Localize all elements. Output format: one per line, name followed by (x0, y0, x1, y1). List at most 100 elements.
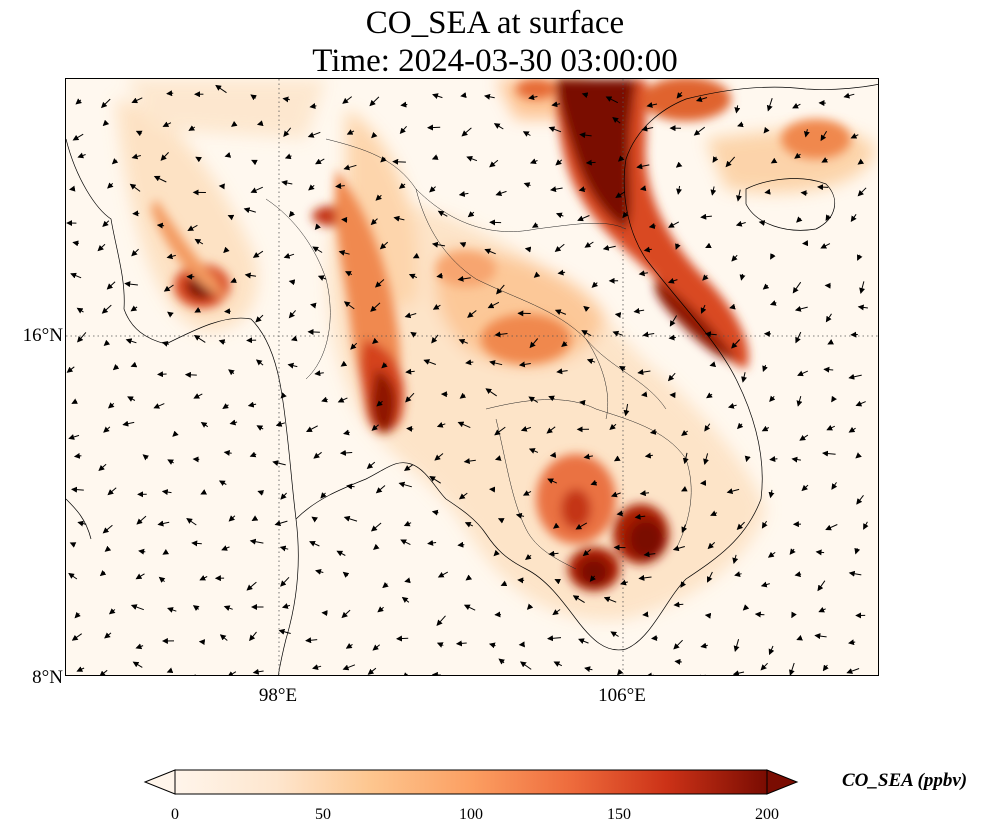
wind-arrow (75, 98, 82, 105)
wind-arrow (249, 631, 257, 642)
wind-arrow (381, 362, 388, 369)
wind-arrow (579, 399, 586, 406)
wind-arrow (754, 611, 765, 618)
wind-arrow (681, 524, 688, 534)
wind-arrow (467, 211, 475, 218)
wind-arrow (71, 486, 84, 493)
wind-arrow (76, 666, 85, 672)
wind-arrow (638, 270, 648, 277)
wind-arrow (769, 300, 777, 306)
wind-arrow (737, 422, 744, 430)
wind-arrow (826, 424, 836, 431)
wind-arrow (817, 184, 829, 191)
wind-arrow (820, 130, 828, 142)
wind-arrow (305, 637, 318, 644)
wind-arrow (130, 604, 144, 611)
wind-arrow (429, 186, 436, 193)
wind-arrow (725, 156, 736, 168)
wind-arrow (346, 129, 355, 135)
wind-arrow (279, 545, 289, 552)
wind-arrow (167, 311, 174, 318)
wind-arrow (252, 668, 264, 675)
wind-arrow (831, 395, 837, 403)
wind-arrow (817, 580, 826, 592)
wind-arrow (639, 185, 647, 192)
wind-arrow (184, 371, 197, 378)
wind-arrow (431, 334, 439, 344)
wind-arrow (682, 452, 689, 465)
wind-arrow (770, 157, 778, 164)
wind-arrow (227, 214, 235, 221)
wind-arrow (731, 339, 741, 349)
wind-arrow (855, 400, 866, 407)
wind-arrow (467, 310, 477, 318)
wind-arrow (249, 451, 257, 458)
colorbar (143, 768, 803, 802)
wind-arrow (199, 575, 208, 581)
wind-arrow (825, 313, 832, 323)
wind-arrow (247, 401, 257, 408)
wind-arrow (161, 341, 170, 347)
wind-arrow (130, 305, 138, 312)
wind-arrow (531, 222, 539, 228)
wind-arrow (366, 461, 376, 470)
wind-arrow (69, 542, 77, 548)
wind-arrow (857, 187, 867, 197)
wind-arrow (643, 551, 656, 558)
lon-label-106e: 106°E (598, 685, 646, 706)
wind-arrow (249, 538, 264, 545)
wind-arrow (554, 578, 562, 585)
wind-arrow (641, 125, 654, 132)
wind-arrow (340, 360, 348, 367)
wind-arrow (315, 158, 325, 165)
wind-arrow (157, 371, 167, 378)
map-panel[interactable] (65, 78, 879, 676)
wind-arrow (193, 393, 203, 399)
wind-arrow (317, 275, 327, 281)
wind-arrow (859, 281, 865, 294)
wind-arrow (855, 452, 862, 459)
wind-arrow (100, 98, 111, 109)
wind-arrow (405, 368, 415, 375)
wind-arrow (431, 509, 439, 516)
wind-arrow (827, 339, 835, 345)
wind-arrow (458, 191, 469, 197)
wind-arrow (252, 250, 264, 258)
wind-arrow (794, 571, 802, 578)
wind-arrow (700, 213, 712, 220)
colorbar-gradient (143, 769, 799, 795)
wind-arrow (278, 628, 291, 635)
wind-arrow (107, 487, 117, 496)
wind-arrow (374, 279, 385, 288)
wind-arrow (526, 603, 534, 610)
wind-arrow (638, 574, 652, 581)
wind-arrow (106, 281, 116, 290)
wind-arrow (703, 453, 709, 465)
wind-arrow (697, 674, 706, 675)
wind-arrow (617, 668, 624, 675)
wind-arrow (710, 510, 718, 517)
wind-arrow (102, 524, 113, 534)
wind-arrow (314, 370, 324, 377)
wind-arrow (406, 425, 414, 432)
wind-arrow (825, 214, 832, 222)
wind-arrow (789, 662, 795, 675)
wind-arrow (496, 284, 505, 295)
wind-arrow (518, 361, 531, 368)
wind-arrow (487, 301, 500, 309)
wind-arrow (797, 370, 809, 377)
wind-arrow (583, 453, 593, 460)
wind-arrow (250, 186, 264, 193)
wind-arrow (405, 392, 415, 403)
wind-arrow (732, 554, 739, 564)
wind-arrow (548, 550, 559, 557)
wind-arrow (371, 131, 378, 139)
wind-arrow (485, 388, 497, 397)
wind-arrow (644, 452, 653, 459)
wind-arrow (218, 480, 227, 487)
wind-arrow (274, 520, 288, 527)
wind-arrow (335, 183, 345, 189)
wind-arrow (191, 540, 202, 547)
wind-arrow (489, 159, 499, 168)
wind-arrow (455, 640, 467, 647)
